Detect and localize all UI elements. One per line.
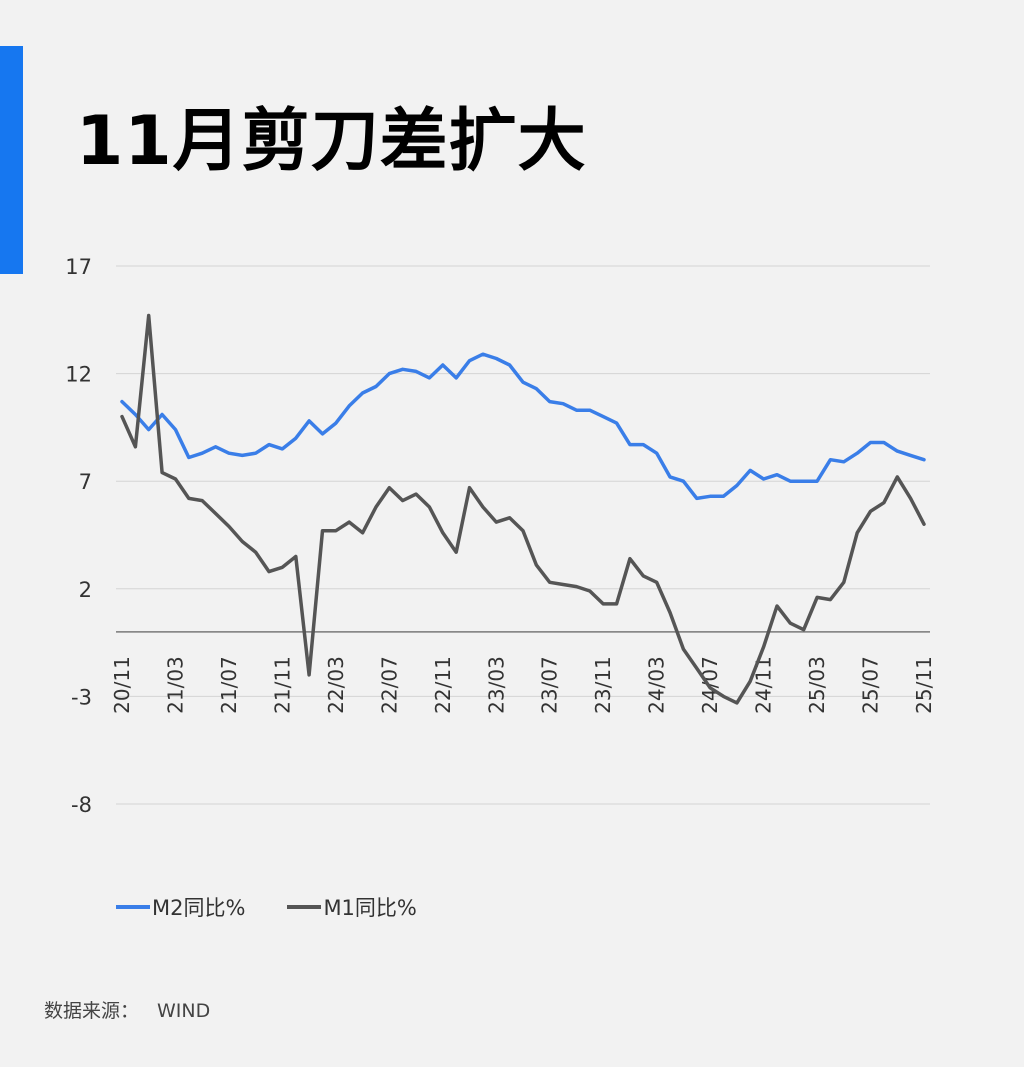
- x-tick-label: 25/11: [912, 656, 936, 714]
- x-tick-label: 25/03: [805, 656, 829, 714]
- x-tick-label: 22/11: [431, 656, 455, 714]
- x-tick-label: 23/11: [591, 656, 615, 714]
- legend-swatch-m2: [116, 905, 150, 909]
- x-tick-label: 24/03: [645, 656, 669, 714]
- x-tick-label: 22/07: [377, 656, 401, 714]
- x-tick-label: 20/11: [110, 656, 134, 714]
- x-tick-label: 23/03: [484, 656, 508, 714]
- legend-swatch-m1: [287, 905, 322, 909]
- source-label: 数据来源：: [44, 1000, 140, 1022]
- grid: [116, 265, 930, 805]
- legend-item-m2: M2同比%: [116, 892, 245, 922]
- y-tick-label: -8: [71, 793, 92, 817]
- accent-bar: [0, 46, 23, 274]
- y-tick-label: 2: [79, 578, 92, 602]
- x-tick-label: 21/03: [163, 656, 187, 714]
- legend-label-m2: M2同比%: [152, 896, 246, 920]
- y-tick-label: -3: [71, 685, 92, 709]
- y-tick-label: 7: [79, 470, 92, 494]
- y-tick-label: 12: [65, 363, 92, 387]
- source-value: WIND: [157, 1000, 211, 1022]
- x-tick-label: 23/07: [538, 656, 562, 714]
- legend: M2同比% M1同比%: [116, 892, 417, 922]
- series-lines: [120, 313, 926, 705]
- source-note: 数据来源： WIND: [44, 996, 210, 1023]
- x-tick-label: 25/07: [859, 656, 883, 714]
- series-line-m1: [120, 313, 926, 705]
- x-tick-label: 21/11: [270, 656, 294, 714]
- legend-item-m1: M1同比%: [287, 892, 417, 922]
- x-tick-label: 22/03: [324, 656, 348, 714]
- x-tick-label: 21/07: [217, 656, 241, 714]
- series-line-m2: [120, 352, 926, 501]
- page-title: 11月剪刀差扩大: [76, 102, 587, 181]
- y-tick-label: 17: [65, 255, 92, 279]
- legend-label-m1: M1同比%: [323, 896, 417, 920]
- x-axis: 20/11 21/03 21/07 21/11 22/03 22/07 22/11 23/03…: [110, 656, 936, 714]
- y-axis: 17 12 7 2 -3 -8: [65, 255, 92, 817]
